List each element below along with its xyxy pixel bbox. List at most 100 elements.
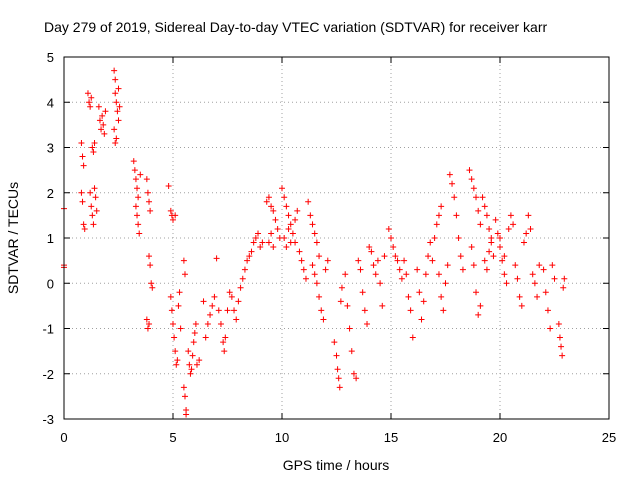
data-point [435,212,442,219]
data-point [177,325,184,332]
y-tick-label: 1 [47,231,54,246]
data-point [228,293,235,300]
data-point [268,203,275,210]
data-point [344,302,351,309]
data-point [444,262,451,269]
data-point [490,253,497,260]
data-point [93,207,100,214]
x-tick-label: 15 [384,430,398,445]
data-point [492,216,499,223]
data-point [134,185,141,192]
data-point [370,262,377,269]
data-point [479,194,486,201]
data-point [131,167,138,174]
data-point [307,212,314,219]
y-tick-label: -1 [42,322,54,337]
data-point [132,203,139,210]
data-point [501,271,508,278]
data-point [390,244,397,251]
y-tick-label: 2 [47,186,54,201]
data-point [130,158,137,165]
y-tick-label: 4 [47,95,54,110]
data-point [176,289,183,296]
data-point [87,189,94,196]
data-point [394,257,401,264]
data-point [102,108,109,115]
data-point [401,257,408,264]
data-point [263,198,270,205]
plot-frame [63,56,610,420]
data-point [551,275,558,282]
data-point [336,384,343,391]
data-point [364,320,371,327]
data-point [320,316,327,323]
data-point [316,293,323,300]
data-point [80,221,87,228]
data-point [250,239,257,246]
data-point [355,257,362,264]
data-point [475,207,482,214]
data-point [81,225,88,232]
data-point [507,212,514,219]
data-point [255,230,262,237]
data-point [79,198,86,205]
data-point [523,230,530,237]
data-point [518,302,525,309]
data-points [61,67,568,418]
data-point [88,94,95,101]
data-point [433,221,440,228]
data-point [185,348,192,355]
data-point [233,316,240,323]
data-point [281,235,288,241]
data-point [451,194,458,201]
data-point [322,266,329,273]
data-point [112,90,119,97]
data-point [92,194,99,201]
data-point [324,257,331,264]
data-point [337,298,344,305]
data-point [398,275,405,282]
data-point [137,171,144,178]
data-point [89,144,96,151]
data-point [388,235,394,241]
data-point [470,262,477,269]
data-point [89,212,96,219]
data-point [167,207,174,214]
data-point [86,99,93,106]
data-point [338,284,345,291]
data-point [481,203,488,210]
data-point [235,298,242,305]
data-point [241,266,248,273]
data-point [252,235,259,241]
data-point [427,239,434,246]
data-point [134,212,141,219]
data-point [431,235,438,241]
data-point [224,307,231,314]
data-point [529,271,536,278]
data-point [87,103,94,110]
data-point [112,139,119,146]
data-point [357,266,364,273]
data-point [544,307,551,314]
data-point [180,257,187,264]
data-point [527,225,534,232]
data-point [167,293,174,300]
data-point [265,239,272,246]
data-point [146,320,153,327]
data-point [172,212,179,219]
data-point [505,225,512,232]
x-tick-label: 5 [169,430,176,445]
data-point [555,320,562,327]
y-tick-label: -3 [42,412,54,427]
data-point [95,103,102,110]
data-point [350,370,357,377]
data-point [418,316,425,323]
data-point [468,176,475,183]
data-point [442,280,449,287]
data-point [512,262,519,269]
data-point [547,325,554,332]
data-point [78,189,85,196]
data-point [196,357,203,364]
data-point [414,266,421,273]
data-point [259,239,266,246]
